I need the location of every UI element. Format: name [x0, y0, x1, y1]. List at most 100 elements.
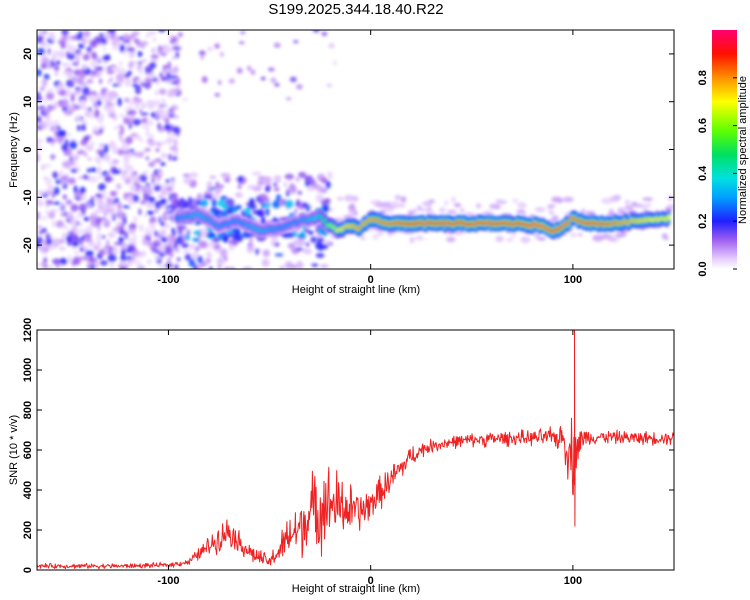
spectrogram-noise-cell — [150, 172, 156, 181]
spectrogram-noise-cell — [88, 257, 98, 263]
colorbar-tick-label: 0.8 — [697, 70, 709, 85]
spectrogram-noise-cell — [247, 65, 252, 71]
spectrogram-noise-cell — [551, 215, 559, 222]
spectrogram-noise-cell — [506, 237, 514, 243]
spectrogram-noise-cell — [53, 124, 58, 132]
spectrogram-noise-cell — [360, 235, 366, 241]
spectrogram-noise-cell — [115, 183, 122, 190]
spectrogram-noise-cell — [160, 161, 166, 167]
spectrogram-noise-cell — [106, 66, 111, 70]
spectrogram-noise-cell — [37, 262, 40, 268]
spectrogram-noise-cell — [516, 209, 526, 214]
spectrogram-noise-cell — [105, 239, 110, 249]
spectrogram-noise-cell — [400, 196, 407, 203]
spectrogram-noise-cell — [67, 61, 72, 70]
spectrogram-noise-cell — [70, 218, 78, 226]
spectrogram-noise-cell — [193, 230, 202, 236]
spectrogram-noise-cell — [161, 198, 167, 205]
spectrogram-noise-cell — [143, 212, 148, 218]
spectrogram-noise-cell — [134, 85, 142, 95]
spectrogram-noise-cell — [157, 106, 163, 115]
spectrogram-noise-cell — [82, 53, 90, 61]
spectrogram-noise-cell — [73, 185, 78, 194]
spectrogram-noise-cell — [317, 227, 324, 234]
spectrogram-noise-cell — [229, 266, 236, 269]
spectrogram-noise-cell — [481, 211, 494, 216]
spectrogram-noise-cell — [82, 174, 88, 180]
spectrogram-noise-cell — [416, 205, 422, 211]
spectrogram-noise-cell — [41, 56, 49, 64]
spectrogram-noise-cell — [57, 129, 66, 138]
spectrogram-noise-cell — [192, 237, 201, 243]
spectrogram-noise-cell — [77, 43, 85, 49]
spectrogram-noise-cell — [119, 44, 126, 53]
spectrogram-noise-cell — [89, 72, 95, 77]
spectrogram-noise-cell — [65, 199, 73, 205]
spectrogram-noise-cell — [128, 122, 132, 130]
spectrogram-noise-cell — [264, 185, 271, 193]
spectrogram-noise-cell — [183, 177, 193, 185]
snr-xtick-label: -100 — [157, 575, 179, 587]
spectrogram-noise-cell — [312, 30, 320, 33]
spectrogram-noise-cell — [55, 220, 65, 228]
spectrogram-noise-cell — [83, 216, 90, 222]
spectrogram-noise-cell — [43, 257, 48, 264]
colorbar-tick-label: 0.2 — [697, 214, 709, 229]
spectrogram-noise-cell — [195, 200, 202, 206]
spectrogram-noise-cell — [60, 202, 65, 210]
spectrogram-noise-cell — [215, 186, 222, 194]
spectrogram-noise-cell — [80, 241, 84, 247]
spectrogram-noise-cell — [274, 82, 280, 87]
spectrogram-noise-cell — [140, 124, 149, 129]
spectrogram-noise-cell — [446, 236, 456, 243]
spectrogram-noise-cell — [624, 205, 634, 211]
spectrogram-noise-cell — [160, 229, 166, 237]
colorbar-label: Normalized spectral amplitude — [737, 76, 749, 224]
spectrogram-noise-cell — [237, 175, 244, 183]
spectrogram-noise-cell — [163, 46, 172, 54]
spectrogram-noise-cell — [142, 170, 149, 175]
spectrogram-noise-cell — [289, 183, 295, 189]
spectrogram-noise-cell — [118, 81, 123, 86]
spectrogram-noise-cell — [152, 36, 157, 43]
spectrogram-noise-cell — [170, 133, 177, 137]
spectrogram-noise-cell — [94, 155, 103, 164]
spectrogram-noise-cell — [211, 198, 217, 208]
spectrogram-noise-cell — [154, 200, 163, 209]
spectrogram-noise-cell — [180, 243, 190, 249]
spectrogram-noise-cell — [275, 194, 282, 203]
snr-xtick-label: 100 — [564, 575, 582, 587]
spectrogram-noise-cell — [123, 50, 128, 55]
spectrogram-noise-cell — [127, 61, 134, 69]
spectrogram-noise-cell — [668, 195, 673, 201]
spectrogram-noise-cell — [145, 120, 149, 126]
spectrogram-noise-cell — [145, 100, 155, 104]
spectrogram-noise-cell — [189, 243, 196, 250]
spectrogram-noise-cell — [260, 216, 266, 226]
spectrogram-noise-cell — [51, 192, 55, 199]
spectrogram-noise-cell — [158, 113, 166, 120]
spectrogram-noise-cell — [90, 59, 97, 68]
spectrogram-noise-cell — [86, 51, 92, 55]
spectrogram-noise-cell — [285, 96, 292, 101]
spectrogram-noise-cell — [667, 204, 674, 210]
spectrogram-noise-cell — [109, 64, 117, 68]
spectrogram-noise-cell — [258, 193, 268, 200]
spectrogram-noise-cell — [125, 136, 133, 145]
spectrogram-noise-cell — [134, 260, 141, 266]
spectrogram-noise-cell — [163, 65, 168, 69]
spectrogram-noise-cell — [151, 159, 156, 165]
spectrogram-noise-cell — [171, 227, 175, 233]
spectrogram-noise-cell — [128, 200, 134, 205]
spectrogram-noise-cell — [137, 61, 143, 65]
spectrogram-noise-cell — [55, 60, 61, 66]
spectrogram-noise-cell — [124, 72, 131, 79]
spectrogram-noise-cell — [199, 199, 209, 208]
spectrogram-noise-cell — [138, 266, 143, 269]
spectrogram-noise-cell — [165, 179, 170, 184]
spectrogram-noise-cell — [67, 177, 76, 185]
spectrogram-noise-cell — [118, 236, 125, 243]
